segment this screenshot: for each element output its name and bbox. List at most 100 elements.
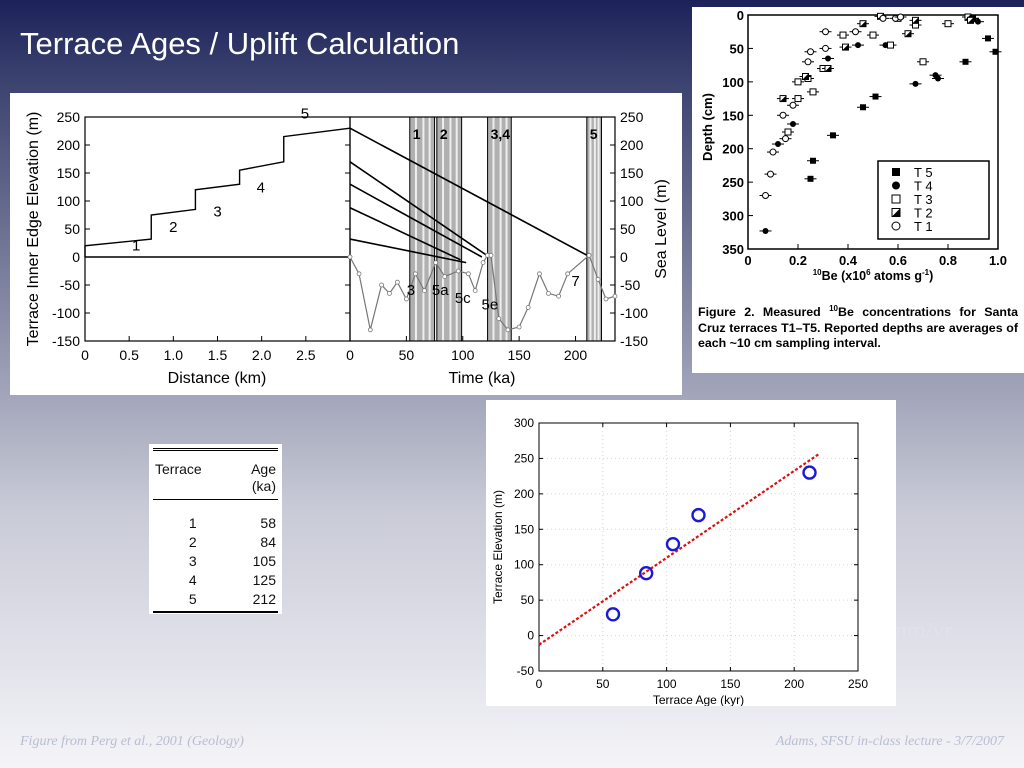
data-marker-open-circle (822, 44, 829, 52)
table-row: 3 105 (153, 552, 278, 571)
data-point (691, 507, 706, 523)
sea-level-point (537, 271, 542, 277)
terrace-profile-figure: 1 2 3,4 5 250 250 200 200 150 150 100 100 50 50 0 0 -50-… (10, 93, 682, 395)
table-cell-terrace: 3 (188, 553, 197, 569)
data-marker-half-fill (912, 17, 919, 24)
x-tick-label: 0.2 (789, 253, 807, 268)
data-marker-filled-circle (935, 75, 941, 82)
data-marker-open-square (839, 31, 847, 39)
y-tick-label: 50 (730, 41, 744, 56)
sea-level-point (603, 296, 609, 302)
x-tick-label: 0 (744, 253, 751, 268)
sea-level-point (565, 271, 571, 277)
data-marker-open-square (784, 128, 792, 136)
table-cell-terrace: 1 (188, 515, 197, 531)
sea-level-point (466, 271, 471, 277)
data-marker-filled-square (807, 175, 814, 182)
x-tick-label: 150 (507, 347, 531, 363)
data-marker-half-fill (892, 208, 900, 217)
y-tick-label: 100 (514, 558, 534, 572)
terrace-age-connector (349, 183, 483, 258)
band-label: 1 (413, 126, 421, 142)
y-tick-label: 250 (620, 109, 644, 125)
terrace-age-connector (349, 238, 467, 264)
y-tick-label: 50 (64, 221, 80, 237)
stage-label: 5a (432, 282, 449, 299)
data-marker-half-fill (860, 20, 866, 27)
x-tick-label: 1.0 (989, 253, 1007, 268)
y-tick-label: -50 (517, 664, 535, 678)
y-axis-label: Depth (cm) (700, 93, 715, 161)
x-axis-label: Time (ka) (449, 370, 516, 387)
x-tick-label: 50 (596, 677, 610, 691)
legend-label: T 4 (914, 179, 933, 194)
y-tick-label: 100 (722, 75, 744, 90)
sea-level-point (586, 252, 592, 258)
x-tick-label: 250 (848, 677, 868, 691)
slide-title: Terrace Ages / Uplift Calculation (20, 26, 460, 61)
terrace-age-table: Terrace Age (ka) 1 58 2 84 3 105 4 125 5 (149, 444, 282, 614)
data-marker-filled-square (810, 157, 816, 164)
y-tick-label: -100 (620, 305, 648, 321)
table-row: 2 84 (153, 533, 278, 552)
be-concentration-figure: 0 50 100 150 200 250 300 350 0 0.2 0.4 0.6 0.8 1.0 10B… (692, 7, 1024, 373)
y-tick-label: 300 (722, 209, 744, 224)
data-marker-open-circle (767, 170, 774, 178)
y-tick-label: -50 (60, 277, 80, 293)
y-tick-label: 150 (620, 165, 644, 181)
y-tick-label: 250 (514, 451, 534, 465)
y-tick-label: 0 (620, 249, 628, 265)
table-cell-age: 58 (260, 515, 276, 531)
data-marker-open-circle (879, 14, 887, 22)
y-tick-label: -150 (620, 333, 648, 349)
data-marker-filled-square (892, 168, 900, 176)
data-marker-filled-circle (762, 227, 769, 234)
x-tick-label: 0 (81, 347, 89, 363)
band-label: 5 (590, 126, 598, 142)
lecture-credit: Adams, SFSU in-class lecture - 3/7/2007 (775, 734, 1004, 749)
x-axis-label: Terrace Age (kyr) (653, 693, 744, 706)
stage-label: 5e (481, 297, 498, 314)
data-marker-open-circle (891, 221, 901, 231)
data-marker-open-square (794, 95, 802, 103)
caption-isotope-sup: 10 (829, 304, 839, 313)
data-marker-open-square (919, 58, 927, 66)
sea-level-point (356, 271, 362, 277)
data-marker-open-square (794, 78, 802, 86)
data-marker-open-square (887, 41, 894, 49)
column-header-terrace: Terrace (153, 448, 233, 500)
data-marker-filled-square (860, 104, 866, 111)
sea-level-point (394, 279, 400, 285)
x-tick-label: 1.5 (208, 347, 228, 363)
data-marker-filled-circle (825, 55, 831, 62)
plot-frame (538, 422, 859, 672)
data-point (665, 536, 681, 552)
stage-label: 5c (455, 290, 471, 307)
plot-frame (747, 14, 999, 250)
x-axis-label: 10Be (x106 atoms g-1) (813, 268, 934, 283)
y-tick-label: -100 (52, 305, 80, 321)
table-cell-terrace: 5 (153, 590, 233, 613)
sea-level-point (379, 282, 384, 288)
data-point (802, 465, 817, 480)
figure-caption: Figure 2. Measured 10Be concentrations f… (698, 301, 1018, 352)
sea-level-point (595, 276, 601, 282)
data-marker-open-square (869, 31, 877, 39)
caption-prefix: Figure 2. Measured (698, 305, 830, 320)
data-marker-half-fill (842, 44, 849, 51)
y-tick-label: -150 (52, 333, 80, 349)
legend-label: T 1 (914, 219, 933, 234)
sea-level-point (455, 268, 461, 274)
y-tick-label: 150 (57, 165, 81, 181)
terrace-age-connector (349, 161, 489, 257)
data-point (605, 607, 621, 622)
x-tick-label: 200 (564, 347, 588, 363)
data-marker-open-circle (779, 111, 787, 119)
data-marker-open-square (809, 88, 817, 96)
sea-level-point (367, 327, 373, 333)
x-tick-label: 0.4 (839, 253, 858, 268)
data-marker-filled-circle (855, 42, 861, 49)
y-tick-label: 350 (722, 242, 744, 257)
